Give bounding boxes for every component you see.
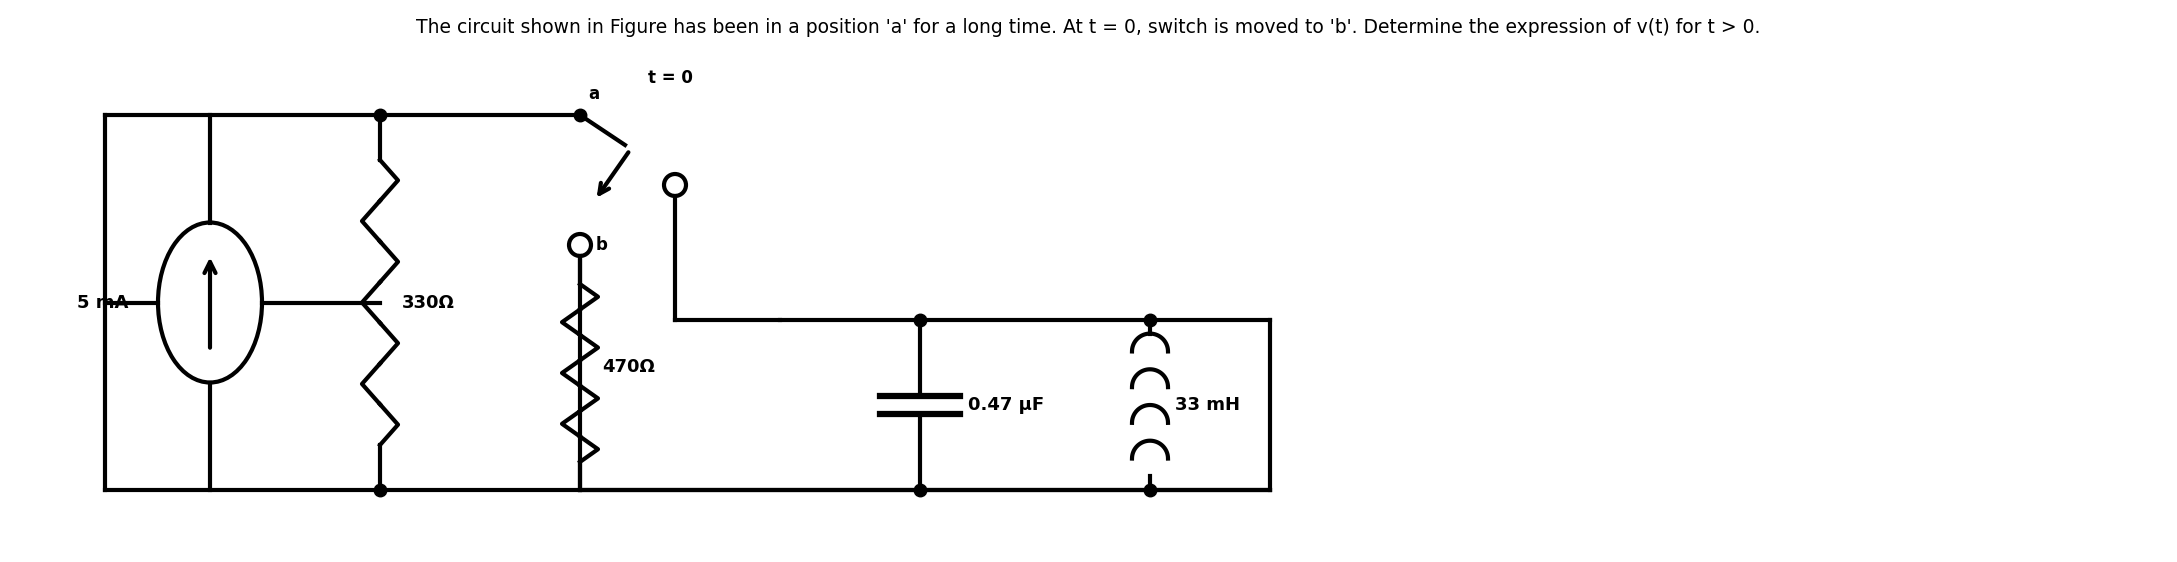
Text: b: b [596,236,607,254]
Text: 0.47 μF: 0.47 μF [969,396,1045,414]
Text: t = 0: t = 0 [647,69,692,87]
Text: 33 mH: 33 mH [1176,396,1241,414]
Text: The circuit shown in Figure has been in a position 'a' for a long time. At t = 0: The circuit shown in Figure has been in … [416,18,1761,37]
Text: a: a [588,85,599,103]
Text: 5 mA: 5 mA [76,293,128,311]
Text: 470Ω: 470Ω [603,359,655,377]
Text: 330Ω: 330Ω [403,293,455,311]
